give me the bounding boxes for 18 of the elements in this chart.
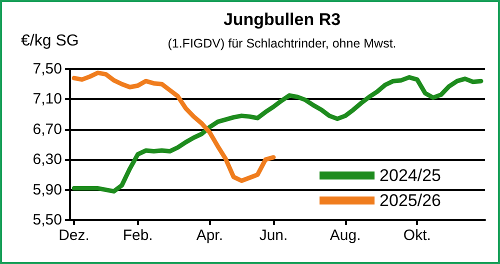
x-tick-label: Feb. xyxy=(122,227,153,244)
y-tick-label: 5,90 xyxy=(32,181,62,198)
chart-title: Jungbullen R3 xyxy=(223,10,341,29)
y-tick-label: 6,70 xyxy=(32,120,62,138)
y-tick-label: 6,30 xyxy=(32,151,62,168)
x-tick-label: Apr. xyxy=(196,227,224,244)
y-axis-title: €/kg SG xyxy=(21,32,79,50)
legend-label: 2024/25 xyxy=(380,166,441,185)
x-tick-label: Okt. xyxy=(403,227,431,244)
x-tick-label: Dez. xyxy=(58,227,90,244)
chart-subtitle: (1.FIGDV) für Schlachtrinder, ohne Mwst. xyxy=(168,36,396,50)
x-tick-label: Aug. xyxy=(330,227,361,244)
line-series xyxy=(72,70,276,183)
y-tick-label: 5,50 xyxy=(32,212,62,228)
x-tick-label: Jun. xyxy=(259,227,288,244)
legend-label: 2025/26 xyxy=(380,191,441,210)
y-tick-label: 7,50 xyxy=(32,60,62,78)
y-tick-label: 7,10 xyxy=(32,90,62,108)
